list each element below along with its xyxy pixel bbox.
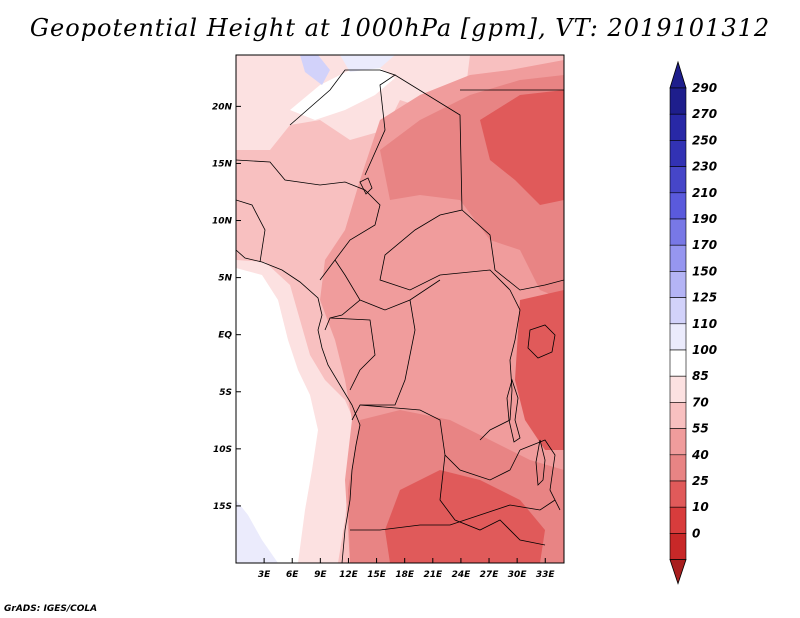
lon-tick-label: 18E <box>395 570 415 580</box>
colorbar-label: 250 <box>692 133 717 147</box>
border-zambia-zimbabwe <box>439 454 546 546</box>
colorbar-label: 170 <box>692 238 717 252</box>
lat-tick-label: 20N <box>212 102 233 112</box>
lon-tick-label: 24E <box>452 570 472 580</box>
coastline-west <box>236 249 361 563</box>
lon-tick-label: 3E <box>258 570 271 580</box>
colorbar-label: 125 <box>692 291 717 305</box>
lat-tick-label: 10N <box>212 217 233 227</box>
lon-tick-label: 15E <box>367 570 387 580</box>
colorbar-label: 25 <box>692 474 709 488</box>
field-ocean-white <box>236 268 318 563</box>
lat-tick-label: EQ <box>218 331 232 341</box>
lon-tick-label: 12E <box>339 570 359 580</box>
colorbar-label: 190 <box>692 212 717 226</box>
colorbar-label: 85 <box>692 369 709 383</box>
border-sahara-north <box>289 69 396 176</box>
colorbar-swatch <box>669 349 687 377</box>
lat-tick-label: 15N <box>212 159 233 169</box>
grads-credit: GrADS: IGES/COLA <box>4 604 98 614</box>
field-south-dark <box>385 470 545 563</box>
map-title: Geopotential Height at 1000hPa [gpm], VT… <box>29 14 771 42</box>
colorbar-swatch <box>669 192 687 220</box>
colorbar-label: 290 <box>692 81 717 95</box>
colorbar-label: 55 <box>692 422 709 436</box>
colorbar-swatch <box>669 113 687 141</box>
colorbar-swatch <box>669 323 687 351</box>
field-top-blue-2 <box>340 55 395 72</box>
latitude-axis: 20N 15N 10N 5N EQ 5S 10S 15S <box>212 102 241 512</box>
colorbar-label: 270 <box>692 107 717 121</box>
plot-frame <box>235 54 565 564</box>
field-east-dark <box>515 290 564 450</box>
colorbar-swatch <box>669 218 687 246</box>
colorbar-swatch <box>669 533 687 560</box>
height-field <box>236 55 564 563</box>
colorbar-swatch <box>669 480 687 508</box>
field-sahara-white <box>290 68 395 120</box>
colorbar-label: 230 <box>692 160 717 174</box>
colorbar-swatch <box>669 506 687 534</box>
colorbar-swatch <box>669 297 687 325</box>
lat-tick-label: 15S <box>213 502 232 512</box>
colorbar-top-arrow <box>669 60 687 89</box>
colorbar-label: 150 <box>692 264 717 278</box>
colorbar-swatch <box>669 271 687 298</box>
border-gabon-congo <box>329 317 376 391</box>
border-southern <box>350 499 556 531</box>
colorbar-label: 40 <box>691 448 709 462</box>
lon-tick-label: 6E <box>286 570 299 580</box>
border-angola <box>359 404 521 481</box>
lon-tick-label: 30E <box>508 570 528 580</box>
longitude-axis: 3E 6E 9E 12E 15E 18E 21E 24E 27E 30E 33E <box>258 558 556 580</box>
colorbar-swatch <box>669 428 687 456</box>
field-top-blue <box>300 55 330 85</box>
lat-tick-label: 5S <box>219 388 232 398</box>
lake-chad <box>359 177 373 195</box>
lake-victoria <box>527 324 556 359</box>
border-sahel <box>236 159 381 281</box>
border-ethiopia <box>461 209 564 291</box>
boundaries <box>236 69 564 563</box>
colorbar-label: 10 <box>692 500 709 514</box>
border-chad-sudan <box>379 74 511 291</box>
colorbar-swatch <box>669 87 687 115</box>
colorbar-label: 110 <box>692 317 717 331</box>
colorbar-swatch <box>669 166 687 194</box>
border-cameroon <box>324 259 361 331</box>
lon-tick-label: 27E <box>480 570 500 580</box>
border-mozambique <box>519 439 561 511</box>
colorbar: 2902702502302101901701501251101008570554… <box>669 60 717 585</box>
field-southwest-blue <box>236 500 278 563</box>
lon-tick-label: 9E <box>314 570 327 580</box>
lake-tanganyika <box>506 378 521 443</box>
colorbar-swatch <box>669 244 687 272</box>
border-drc-lakes <box>479 289 521 441</box>
colorbar-swatch <box>669 402 687 429</box>
colorbar-label: 100 <box>692 343 717 357</box>
border-west-coast-countries <box>236 199 266 263</box>
lake-malawi <box>535 439 546 486</box>
colorbar-bottom-arrow <box>669 559 687 585</box>
field-ethiopia-darker <box>480 90 564 205</box>
lon-tick-label: 21E <box>423 570 443 580</box>
colorbar-swatch <box>669 140 687 167</box>
colorbar-label: 70 <box>692 395 709 409</box>
colorbar-swatch <box>669 454 687 482</box>
lat-tick-label: 5N <box>218 274 232 284</box>
border-car-congo <box>359 279 441 311</box>
colorbar-label: 0 <box>692 526 700 540</box>
colorbar-swatch <box>669 375 687 403</box>
lon-tick-label: 33E <box>536 570 556 580</box>
lat-tick-label: 10S <box>213 445 232 455</box>
colorbar-label: 210 <box>692 186 717 200</box>
